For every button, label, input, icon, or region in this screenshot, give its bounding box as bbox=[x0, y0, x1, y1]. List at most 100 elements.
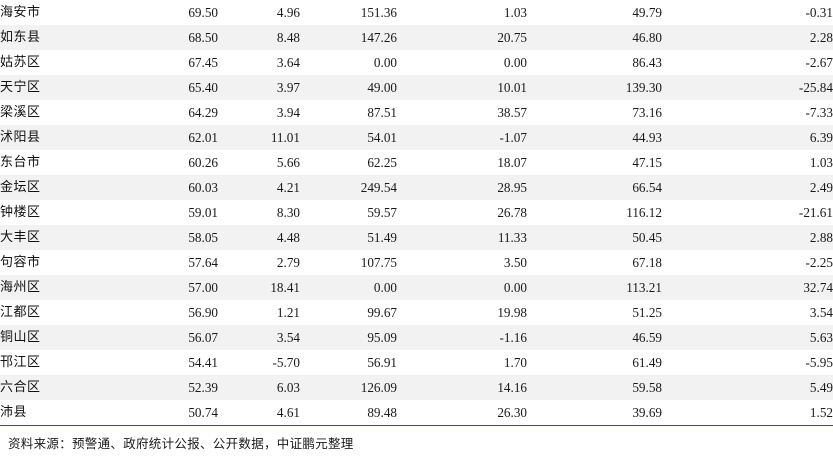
cell-value-4: 28.95 bbox=[497, 180, 527, 195]
cell-value-2: 2.79 bbox=[276, 255, 300, 270]
cell-value-5: 116.12 bbox=[626, 205, 662, 220]
cell-value-6: 32.74 bbox=[803, 280, 833, 295]
cell-value-4: 10.01 bbox=[497, 80, 527, 95]
cell-value-4: 18.07 bbox=[497, 155, 527, 170]
cell-value-3: 54.01 bbox=[367, 130, 397, 145]
cell-value-3: 95.09 bbox=[367, 330, 397, 345]
cell-value-5: 47.15 bbox=[632, 155, 662, 170]
table-row: 东台市 60.26 5.66 62.25 18.07 47.15 1.03 bbox=[0, 150, 833, 175]
table-row: 金坛区 60.03 4.21 249.54 28.95 66.54 2.49 bbox=[0, 175, 833, 200]
cell-value-6: -0.31 bbox=[805, 5, 833, 20]
cell-value-2: 3.64 bbox=[276, 55, 300, 70]
cell-value-1: 62.01 bbox=[188, 130, 218, 145]
cell-value-1: 65.40 bbox=[188, 80, 218, 95]
cell-region-name: 海州区 bbox=[0, 280, 41, 295]
cell-value-6: 2.49 bbox=[809, 180, 833, 195]
cell-value-4: 26.30 bbox=[497, 405, 527, 420]
cell-value-4: 14.16 bbox=[497, 380, 527, 395]
cell-value-1: 60.03 bbox=[188, 180, 218, 195]
cell-value-2: 4.96 bbox=[276, 5, 300, 20]
table-row: 六合区 52.39 6.03 126.09 14.16 59.58 5.49 bbox=[0, 375, 833, 400]
cell-value-5: 46.80 bbox=[632, 30, 662, 45]
cell-value-6: 5.49 bbox=[809, 380, 833, 395]
source-note: 资料来源：预警通、政府统计公报、公开数据，中证鹏元整理 bbox=[0, 425, 833, 452]
cell-value-4: 1.03 bbox=[503, 5, 527, 20]
cell-region-name: 东台市 bbox=[0, 155, 41, 170]
cell-value-4: -1.07 bbox=[499, 130, 527, 145]
cell-value-6: -2.25 bbox=[805, 255, 833, 270]
table-row: 邗江区 54.41 -5.70 56.91 1.70 61.49 -5.95 bbox=[0, 350, 833, 375]
cell-value-3: 89.48 bbox=[367, 405, 397, 420]
cell-value-3: 107.75 bbox=[360, 255, 397, 270]
cell-value-1: 60.26 bbox=[188, 155, 218, 170]
cell-value-6: 1.03 bbox=[809, 155, 833, 170]
cell-region-name: 如东县 bbox=[0, 30, 41, 45]
cell-value-2: 4.21 bbox=[276, 180, 300, 195]
cell-value-5: 139.30 bbox=[625, 80, 662, 95]
table-row: 海州区 57.00 18.41 0.00 0.00 113.21 32.74 bbox=[0, 275, 833, 300]
table-row: 钟楼区 59.01 8.30 59.57 26.78 116.12 -21.61 bbox=[0, 200, 833, 225]
cell-value-3: 0.00 bbox=[373, 280, 397, 295]
cell-region-name: 句容市 bbox=[0, 255, 41, 270]
cell-value-2: 11.01 bbox=[270, 130, 300, 145]
cell-value-3: 126.09 bbox=[360, 380, 397, 395]
cell-value-3: 56.91 bbox=[367, 355, 397, 370]
table-row: 天宁区 65.40 3.97 49.00 10.01 139.30 -25.84 bbox=[0, 75, 833, 100]
table-row: 海安市 69.50 4.96 151.36 1.03 49.79 -0.31 bbox=[0, 0, 833, 25]
cell-value-4: 11.33 bbox=[497, 230, 527, 245]
cell-value-1: 50.74 bbox=[188, 405, 218, 420]
cell-value-5: 61.49 bbox=[632, 355, 662, 370]
cell-value-5: 86.43 bbox=[632, 55, 662, 70]
cell-value-1: 59.01 bbox=[188, 205, 218, 220]
cell-value-1: 56.07 bbox=[188, 330, 218, 345]
cell-value-6: -21.61 bbox=[798, 205, 833, 220]
cell-value-6: -25.84 bbox=[798, 80, 833, 95]
cell-value-2: 8.48 bbox=[276, 30, 300, 45]
cell-value-5: 113.21 bbox=[626, 280, 662, 295]
cell-region-name: 邗江区 bbox=[0, 355, 41, 370]
cell-value-2: 4.48 bbox=[276, 230, 300, 245]
cell-value-4: 1.70 bbox=[503, 355, 527, 370]
cell-value-6: -5.95 bbox=[805, 355, 833, 370]
table-row: 沛县 50.74 4.61 89.48 26.30 39.69 1.52 bbox=[0, 400, 833, 425]
cell-value-2: 5.66 bbox=[276, 155, 300, 170]
cell-value-4: 26.78 bbox=[497, 205, 527, 220]
table-row: 如东县 68.50 8.48 147.26 20.75 46.80 2.28 bbox=[0, 25, 833, 50]
cell-value-5: 39.69 bbox=[632, 405, 662, 420]
cell-value-4: 3.50 bbox=[503, 255, 527, 270]
table-row: 姑苏区 67.45 3.64 0.00 0.00 86.43 -2.67 bbox=[0, 50, 833, 75]
cell-value-3: 0.00 bbox=[373, 55, 397, 70]
cell-value-2: 8.30 bbox=[276, 205, 300, 220]
cell-region-name: 钟楼区 bbox=[0, 205, 41, 220]
cell-value-2: 3.97 bbox=[276, 80, 300, 95]
cell-region-name: 沭阳县 bbox=[0, 130, 41, 145]
table-row: 句容市 57.64 2.79 107.75 3.50 67.18 -2.25 bbox=[0, 250, 833, 275]
cell-value-2: 4.61 bbox=[276, 405, 300, 420]
cell-value-1: 69.50 bbox=[188, 5, 218, 20]
table-row: 梁溪区 64.29 3.94 87.51 38.57 73.16 -7.33 bbox=[0, 100, 833, 125]
cell-value-5: 44.93 bbox=[632, 130, 662, 145]
cell-value-6: 1.52 bbox=[809, 405, 833, 420]
cell-region-name: 海安市 bbox=[0, 5, 41, 20]
cell-value-6: -2.67 bbox=[805, 55, 833, 70]
cell-value-3: 151.36 bbox=[360, 5, 397, 20]
cell-value-3: 62.25 bbox=[367, 155, 397, 170]
cell-value-3: 99.67 bbox=[367, 305, 397, 320]
cell-value-3: 49.00 bbox=[367, 80, 397, 95]
cell-value-5: 73.16 bbox=[632, 105, 662, 120]
cell-value-1: 58.05 bbox=[188, 230, 218, 245]
cell-value-1: 57.64 bbox=[188, 255, 218, 270]
cell-value-3: 87.51 bbox=[367, 105, 397, 120]
cell-value-2: 6.03 bbox=[276, 380, 300, 395]
cell-value-1: 64.29 bbox=[188, 105, 218, 120]
cell-value-5: 59.58 bbox=[632, 380, 662, 395]
cell-value-5: 46.59 bbox=[632, 330, 662, 345]
cell-value-3: 147.26 bbox=[360, 30, 397, 45]
cell-value-4: 38.57 bbox=[497, 105, 527, 120]
cell-region-name: 江都区 bbox=[0, 305, 41, 320]
cell-value-5: 51.25 bbox=[632, 305, 662, 320]
cell-value-3: 51.49 bbox=[367, 230, 397, 245]
cell-value-1: 57.00 bbox=[188, 280, 218, 295]
cell-value-6: 6.39 bbox=[809, 130, 833, 145]
cell-region-name: 铜山区 bbox=[0, 330, 41, 345]
